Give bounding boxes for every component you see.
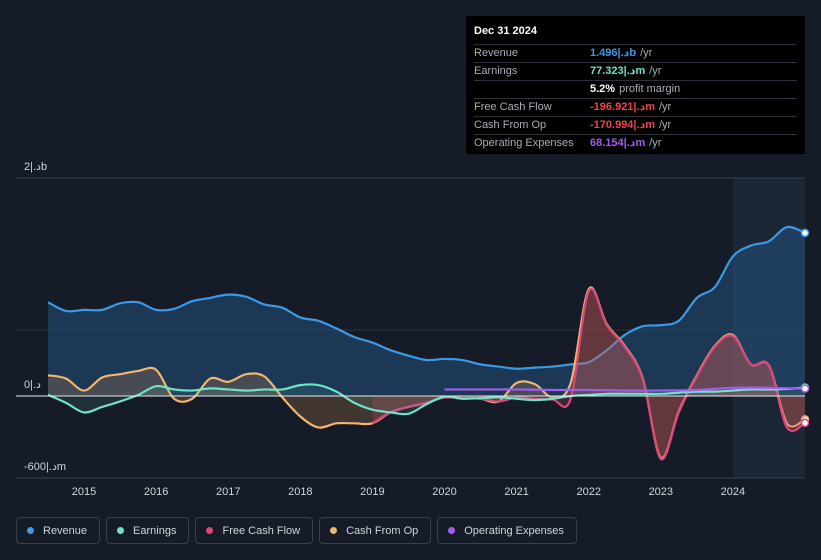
tooltip-label: Free Cash Flow — [474, 101, 552, 113]
tooltip-panel: Dec 31 2024 Revenue 1.496|.دb/yr Earnings 7… — [466, 16, 805, 154]
tooltip-unit: /yr — [659, 119, 672, 131]
free-cash-flow-area — [372, 288, 805, 460]
x-tick-label: 2023 — [649, 486, 673, 498]
x-tick-label: 2020 — [432, 486, 456, 498]
revenue-area — [48, 226, 805, 396]
x-tick-label: 2017 — [216, 486, 240, 498]
legend: Revenue Earnings Free Cash Flow Cash From O… — [16, 517, 577, 544]
tooltip-unit: profit margin — [619, 83, 681, 95]
revenue-end-marker — [800, 228, 810, 238]
tooltip-row: Earnings 77.323|.دm/yr — [474, 63, 797, 81]
operating-expenses-line — [444, 386, 806, 392]
tooltip-row: Cash From Op -170.994|.دm/yr — [474, 117, 797, 135]
tooltip-value: 77.323|.دm — [590, 65, 646, 77]
tooltip-label: Cash From Op — [474, 119, 547, 131]
tooltip-label: Revenue — [474, 47, 519, 59]
tooltip-value: -196.921|.دm — [590, 101, 655, 113]
legend-item-revenue[interactable]: Revenue — [16, 517, 101, 544]
x-tick-label: 2022 — [576, 486, 600, 498]
legend-label: Cash From Op — [346, 524, 419, 537]
tooltip-label: Operating Expenses — [474, 137, 574, 149]
legend-item-free-cash-flow[interactable]: Free Cash Flow — [195, 517, 314, 544]
legend-label: Revenue — [43, 524, 88, 537]
tooltip-unit: /yr — [649, 137, 662, 149]
free-cash-flow-end-marker — [800, 418, 810, 428]
legend-item-earnings[interactable]: Earnings — [106, 517, 190, 544]
tooltip-row: Free Cash Flow -196.921|.دm/yr — [474, 99, 797, 117]
legend-item-operating-expenses[interactable]: Operating Expenses — [437, 517, 577, 544]
legend-label: Operating Expenses — [464, 524, 564, 537]
x-tick-label: 2019 — [360, 486, 384, 498]
tooltip-unit: /yr — [649, 65, 662, 77]
tooltip-date: Dec 31 2024 — [474, 24, 797, 45]
tooltip-value: 5.2% — [590, 83, 616, 95]
tooltip-row: Revenue 1.496|.دb/yr — [474, 45, 797, 63]
legend-label: Earnings — [133, 524, 177, 537]
tooltip-label — [474, 81, 590, 98]
tooltip-value: -170.994|.دm — [590, 119, 655, 131]
revenue-line — [47, 225, 806, 370]
tooltip-unit: /yr — [640, 47, 653, 59]
y-label-zero: 0|.د — [24, 379, 41, 391]
tooltip-label: Earnings — [474, 65, 518, 77]
x-tick-label: 2024 — [721, 486, 745, 498]
x-tick-label: 2016 — [144, 486, 168, 498]
legend-dot-icon — [330, 527, 338, 534]
y-label-top: 2|.دb — [24, 161, 47, 173]
legend-dot-icon — [27, 527, 34, 534]
legend-dot-icon — [448, 527, 456, 534]
tooltip-unit: /yr — [659, 101, 672, 113]
operating-expenses-end-marker — [800, 384, 810, 393]
legend-label: Free Cash Flow — [222, 524, 301, 537]
chart-canvas: 2|.دb 0|.د -600|.دm 2015 2016 2017 2018 2019 202… — [16, 161, 810, 498]
x-tick-label: 2021 — [504, 486, 528, 498]
x-tick-label: 2015 — [72, 486, 96, 498]
legend-item-cash-from-op[interactable]: Cash From Op — [319, 517, 432, 544]
tooltip-row: Operating Expenses 68.154|.دm/yr — [474, 135, 797, 152]
tooltip-row: 5.2% profit margin — [474, 81, 797, 99]
earnings-line — [47, 383, 806, 416]
legend-dot-icon — [117, 527, 125, 534]
tooltip-value: 68.154|.دm — [590, 137, 646, 149]
x-tick-label: 2018 — [288, 486, 312, 498]
tooltip-value: 1.496|.دb — [590, 47, 637, 59]
legend-dot-icon — [206, 527, 214, 534]
y-label-bottom: -600|.دm — [24, 461, 66, 473]
earnings-area — [48, 384, 805, 415]
